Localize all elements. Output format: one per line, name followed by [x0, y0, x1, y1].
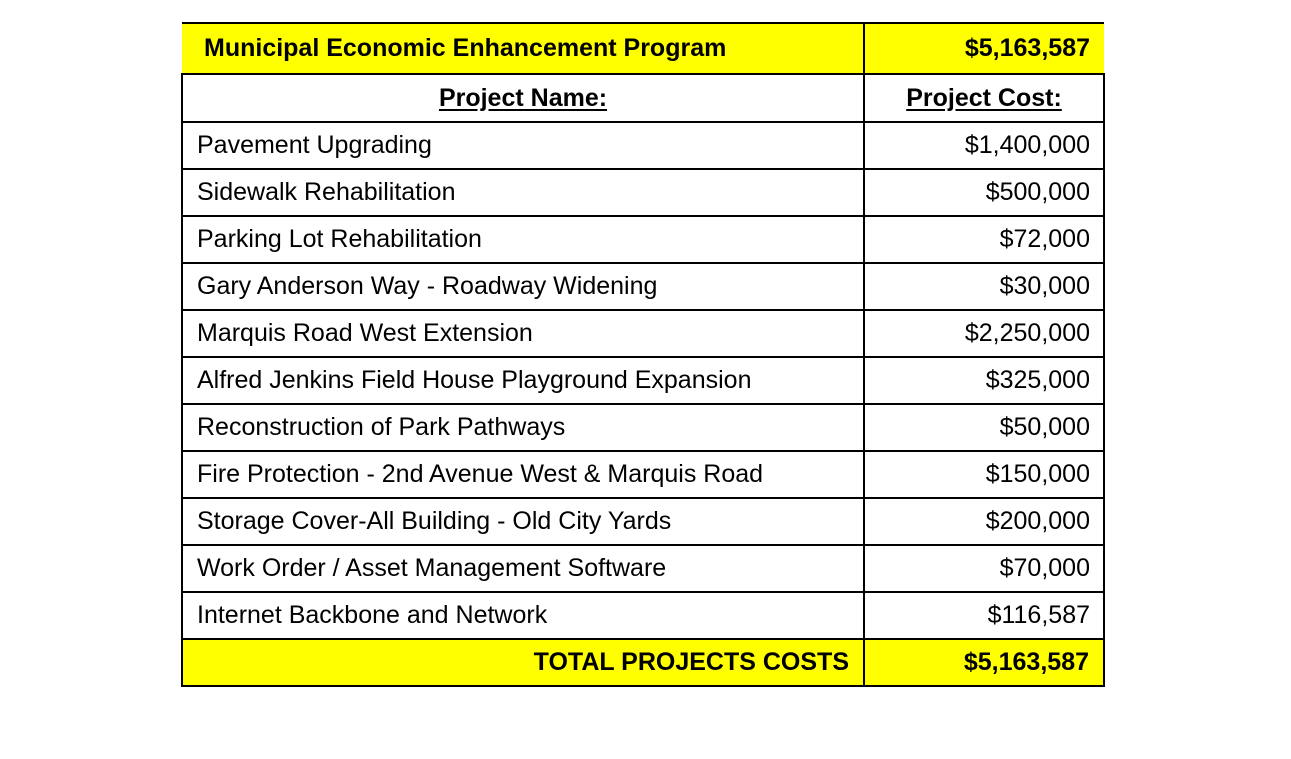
project-rows: Pavement Upgrading $1,400,000 Sidewalk Reh…	[181, 121, 1105, 640]
project-cost-cell: $500,000	[863, 168, 1105, 217]
project-name-cell: Internet Backbone and Network	[181, 591, 865, 640]
project-cost-header-label: Project Cost:	[906, 83, 1062, 112]
project-cost-cell: $1,400,000	[863, 121, 1105, 170]
table-row: Storage Cover-All Building - Old City Ya…	[181, 497, 1105, 546]
project-name-cell: Storage Cover-All Building - Old City Ya…	[181, 497, 865, 546]
table-row: Marquis Road West Extension $2,250,000	[181, 309, 1105, 358]
program-title: Municipal Economic Enhancement Program	[182, 22, 865, 75]
project-name-cell: Sidewalk Rehabilitation	[181, 168, 865, 217]
table-row: Work Order / Asset Management Software $7…	[181, 544, 1105, 593]
table-row: Internet Backbone and Network $116,587	[181, 591, 1105, 640]
program-banner: Municipal Economic Enhancement Program $…	[182, 22, 1104, 75]
project-cost-cell: $325,000	[863, 356, 1105, 405]
total-amount: $5,163,587	[863, 638, 1105, 687]
project-name-cell: Gary Anderson Way - Roadway Widening	[181, 262, 865, 311]
table-row: Alfred Jenkins Field House Playground Ex…	[181, 356, 1105, 405]
project-name-cell: Pavement Upgrading	[181, 121, 865, 170]
table-row: Pavement Upgrading $1,400,000	[181, 121, 1105, 170]
table-row: Reconstruction of Park Pathways $50,000	[181, 403, 1105, 452]
total-label: TOTAL PROJECTS COSTS	[181, 638, 865, 687]
project-name-header: Project Name:	[181, 73, 865, 123]
program-amount: $5,163,587	[864, 22, 1104, 75]
project-name-header-label: Project Name:	[438, 83, 608, 112]
project-cost-cell: $72,000	[863, 215, 1105, 264]
project-name-cell: Fire Protection - 2nd Avenue West & Marq…	[181, 450, 865, 499]
table-row: Gary Anderson Way - Roadway Widening $30,…	[181, 262, 1105, 311]
project-name-cell: Parking Lot Rehabilitation	[181, 215, 865, 264]
project-name-cell: Reconstruction of Park Pathways	[181, 403, 865, 452]
project-cost-cell: $30,000	[863, 262, 1105, 311]
table-row: Parking Lot Rehabilitation $72,000	[181, 215, 1105, 264]
table-row: Fire Protection - 2nd Avenue West & Marq…	[181, 450, 1105, 499]
table-row: Sidewalk Rehabilitation $500,000	[181, 168, 1105, 217]
project-cost-header: Project Cost:	[863, 73, 1105, 123]
project-cost-table: Municipal Economic Enhancement Program $…	[181, 22, 1105, 687]
total-row: TOTAL PROJECTS COSTS $5,163,587	[181, 638, 1105, 687]
project-cost-cell: $150,000	[863, 450, 1105, 499]
project-cost-cell: $200,000	[863, 497, 1105, 546]
project-name-cell: Alfred Jenkins Field House Playground Ex…	[181, 356, 865, 405]
project-cost-cell: $116,587	[863, 591, 1105, 640]
project-name-cell: Work Order / Asset Management Software	[181, 544, 865, 593]
project-cost-cell: $2,250,000	[863, 309, 1105, 358]
project-cost-cell: $50,000	[863, 403, 1105, 452]
column-header-row: Project Name: Project Cost:	[181, 73, 1105, 123]
project-cost-cell: $70,000	[863, 544, 1105, 593]
project-name-cell: Marquis Road West Extension	[181, 309, 865, 358]
